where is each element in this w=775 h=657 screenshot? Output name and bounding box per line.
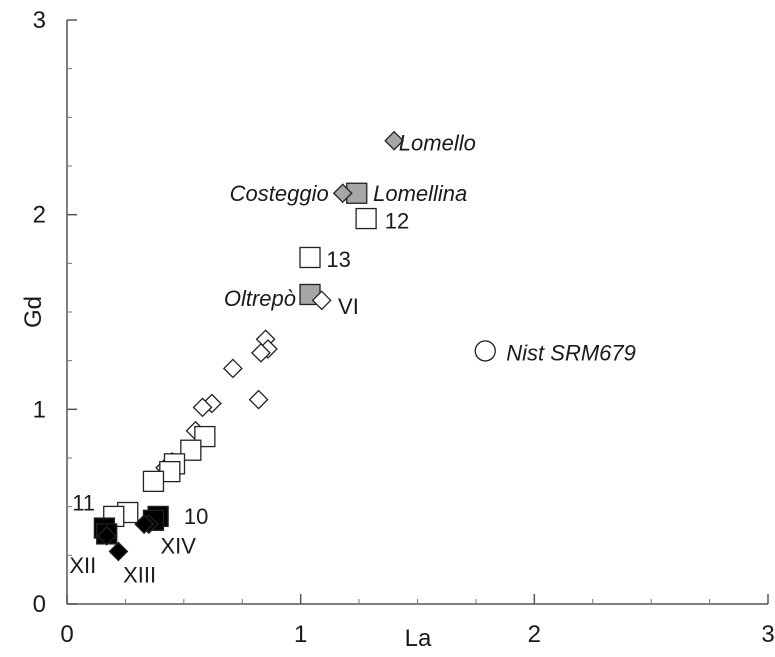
point-annotation: 12 [385, 208, 409, 233]
x-tick-label: 1 [294, 621, 307, 648]
diamond-point [332, 183, 353, 204]
point-annotation: Oltrepò [224, 286, 296, 311]
point-annotation: 13 [326, 247, 350, 272]
square-point [180, 439, 202, 461]
x-tick-label: 2 [528, 621, 541, 648]
diamond-point [192, 397, 213, 418]
x-axis-title: La [405, 625, 432, 652]
point-annotation: Costeggio [230, 181, 329, 206]
point-annotation: XII [69, 553, 96, 578]
diamond-point [108, 541, 129, 562]
point-annotation: XIV [160, 533, 196, 558]
diamond-point [222, 358, 243, 379]
point-annotation: VI [338, 294, 359, 319]
point-annotation: 11 [72, 491, 95, 516]
data-points [93, 130, 496, 562]
diamond-point [96, 525, 117, 546]
y-tick-label: 2 [33, 202, 46, 229]
y-tick-label: 3 [33, 7, 46, 34]
point-annotation: Lomellina [373, 181, 467, 206]
y-tick-label: 1 [33, 396, 46, 423]
point-annotation: Lomello [399, 130, 476, 155]
x-tick-label: 3 [761, 621, 774, 648]
diamond-point [248, 389, 269, 410]
square-point [299, 246, 321, 269]
square-point [355, 207, 377, 230]
diamond-point [384, 130, 405, 151]
diamond-point [134, 514, 155, 535]
point-annotation: XIII [123, 563, 156, 588]
diamond-point [251, 342, 271, 363]
x-tick-label: 0 [60, 621, 73, 648]
square-point [142, 470, 165, 493]
point-annotation: 10 [184, 504, 208, 529]
point-annotation: Nist SRM679 [506, 341, 636, 366]
diamond-point [311, 290, 332, 311]
circle-point [474, 340, 496, 362]
y-axis-title: Gd [20, 296, 47, 328]
y-tick-label: 0 [33, 591, 46, 618]
